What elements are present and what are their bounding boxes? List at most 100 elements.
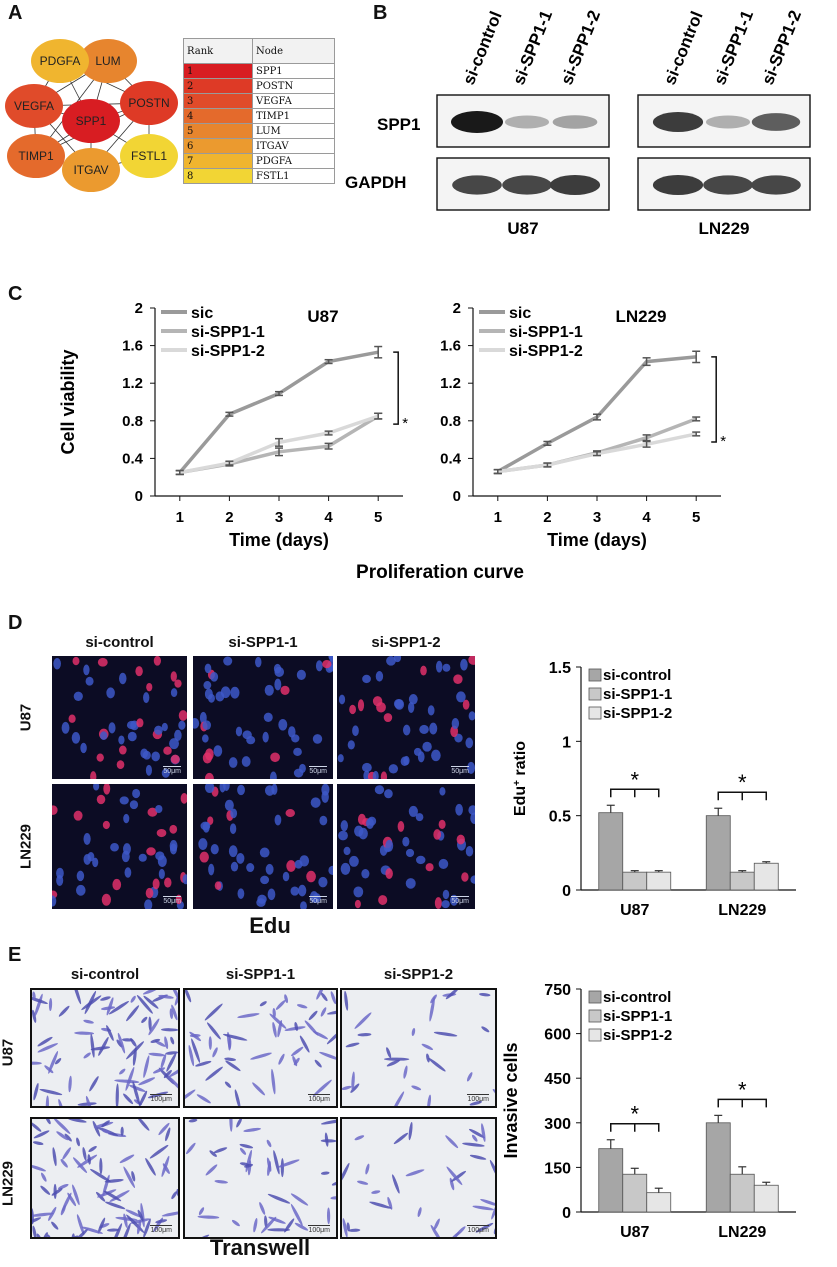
nucleus	[337, 754, 344, 763]
invaded-cell	[171, 1004, 178, 1021]
invaded-cell	[462, 1142, 485, 1147]
significance-star: *	[738, 1077, 747, 1102]
bar	[729, 1173, 755, 1213]
nucleus	[361, 762, 372, 773]
invaded-cell	[280, 1158, 284, 1178]
node-cell: VEGFA	[252, 93, 335, 109]
nucleus	[210, 844, 219, 855]
invaded-cell	[160, 1054, 167, 1069]
nucleus	[394, 699, 405, 710]
lane-label: si-SPP1-1	[509, 8, 556, 88]
edu-positive-nucleus	[306, 870, 316, 883]
edu-positive-nucleus	[174, 679, 182, 688]
y-tick-label: 0.8	[440, 413, 461, 430]
invaded-cell	[125, 1066, 135, 1091]
invaded-cell	[369, 1201, 392, 1209]
edu-positive-nucleus	[385, 868, 393, 880]
network-node-label: FSTL1	[131, 149, 167, 163]
edu-positive-nucleus	[468, 656, 475, 665]
x-tick-label: 1	[176, 509, 184, 526]
invaded-cell	[344, 990, 349, 1011]
scale-bar: 50μm	[309, 766, 327, 775]
nucleus	[427, 705, 435, 716]
nucleus	[312, 734, 323, 744]
scale-bar: 50μm	[309, 896, 327, 905]
nucleus	[142, 750, 151, 760]
invaded-cell	[327, 1009, 336, 1015]
transwell-micrograph: 100μm	[183, 1117, 338, 1239]
nucleus	[161, 768, 170, 778]
nucleus	[123, 813, 130, 824]
invaded-cell	[357, 1033, 372, 1037]
invaded-cell	[197, 1215, 220, 1219]
invaded-cell	[342, 1162, 350, 1184]
nucleus	[223, 656, 233, 666]
invaded-cell	[120, 1126, 124, 1137]
invaded-cell	[411, 1085, 422, 1091]
invaded-cell	[411, 1027, 416, 1036]
invaded-cell	[421, 1043, 434, 1051]
invaded-cell	[271, 1068, 276, 1095]
edu-positive-nucleus	[434, 897, 442, 909]
bar	[598, 1148, 624, 1213]
invaded-cell	[115, 1083, 119, 1106]
invaded-cell	[319, 1051, 336, 1061]
invaded-cell	[212, 1047, 218, 1058]
nucleus	[182, 874, 187, 885]
nucleus	[229, 823, 237, 835]
invaded-cell	[101, 1120, 110, 1128]
y-tick-label: 0	[453, 488, 461, 505]
edu-positive-nucleus	[285, 809, 295, 818]
nucleus	[228, 757, 238, 768]
invaded-cell	[478, 992, 491, 997]
nucleus	[293, 768, 304, 778]
invaded-cell	[32, 1009, 37, 1023]
invaded-cell	[393, 1132, 409, 1145]
node-cell: POSTN	[252, 78, 335, 94]
invaded-cell	[284, 1218, 295, 1233]
blot-band	[452, 175, 502, 195]
nucleus	[310, 797, 321, 808]
invaded-cell	[130, 1038, 137, 1047]
invaded-cell	[76, 1137, 80, 1147]
blot-band	[652, 175, 704, 195]
rank-cell: 3	[183, 93, 253, 109]
nucleus	[299, 855, 310, 867]
x-tick-label: 3	[593, 509, 601, 526]
invaded-cell	[481, 1123, 486, 1142]
invaded-cell	[195, 1060, 212, 1067]
invaded-cell	[198, 1207, 205, 1216]
invaded-cell	[150, 1038, 161, 1043]
y-tick-label: 2	[453, 300, 461, 317]
blot-cell-line: LN229	[698, 219, 749, 238]
series-line	[497, 417, 697, 474]
invaded-cell	[137, 1219, 142, 1235]
bar	[753, 1184, 779, 1213]
nucleus	[100, 731, 108, 740]
rank-table-row: 7 PDGFA	[183, 153, 335, 169]
invaded-cell	[32, 1122, 42, 1132]
y-tick-label: 1.6	[440, 338, 461, 355]
nucleus	[422, 741, 432, 752]
nucleus	[193, 717, 200, 729]
invaded-cell	[320, 1119, 336, 1125]
edu-positive-nucleus	[433, 829, 442, 840]
transwell-row-label: U87	[0, 1038, 17, 1067]
network-node	[120, 134, 178, 178]
nucleus	[215, 691, 225, 702]
invaded-cell	[53, 1119, 71, 1135]
nucleus	[71, 732, 81, 744]
edu-positive-nucleus	[163, 746, 172, 755]
scale-bar: 100μm	[150, 1225, 172, 1234]
node-cell: FSTL1	[252, 168, 335, 184]
nucleus	[442, 663, 451, 672]
invaded-cell	[72, 1184, 80, 1206]
nucleus	[76, 884, 86, 896]
nucleus	[300, 901, 307, 909]
edu-positive-nucleus	[397, 821, 405, 832]
nucleus	[203, 680, 212, 690]
invaded-cell	[104, 1179, 124, 1183]
blot-band	[751, 113, 801, 131]
invaded-cell	[405, 1169, 425, 1177]
